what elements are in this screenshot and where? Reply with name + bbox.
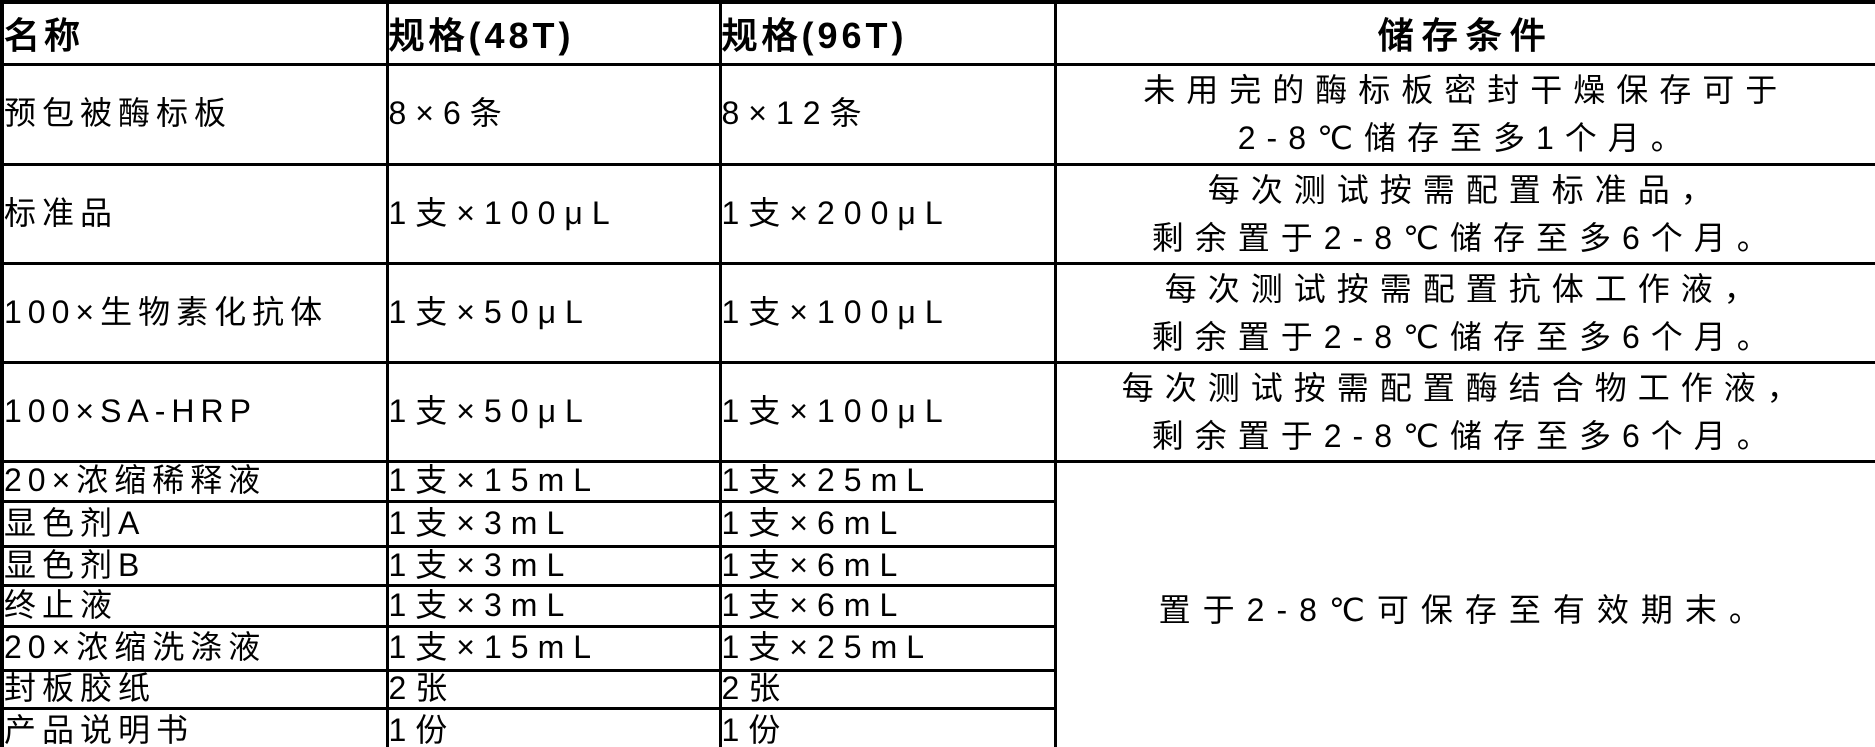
cell-spec-48t: 1份 bbox=[385, 706, 722, 747]
cell-spec-96t: 8×12条 bbox=[718, 62, 1057, 166]
table-row: 显色剂B 1支×3mL 1支×6mL bbox=[0, 544, 1875, 587]
cell-storage-conditions: 每次测试按需配置抗体工作液， 剩余置于2-8℃储存至多6个月。 bbox=[1053, 261, 1875, 364]
cell-spec-96t: 1支×100μL bbox=[718, 360, 1057, 463]
table-row: 终止液 1支×3mL 1支×6mL bbox=[0, 583, 1875, 628]
cell-spec-48t: 1支×15mL bbox=[385, 624, 722, 672]
cell-spec-96t: 2张 bbox=[718, 668, 1057, 710]
cell-component-name: 20×浓缩稀释液 bbox=[0, 459, 389, 503]
storage-line: 剩余置于2-8℃储存至多6个月。 bbox=[1151, 417, 1780, 454]
cell-component-name: 封板胶纸 bbox=[0, 668, 389, 710]
cell-spec-48t: 1支×100μL bbox=[385, 162, 722, 265]
cell-component-name: 显色剂B bbox=[0, 544, 389, 587]
cell-spec-96t: 1支×100μL bbox=[718, 261, 1057, 364]
table-row: 显色剂A 1支×3mL 1支×6mL bbox=[0, 499, 1875, 548]
header-storage-conditions: 储存条件 bbox=[1053, 0, 1875, 66]
cell-spec-48t: 1支×3mL bbox=[385, 544, 722, 587]
cell-component-name: 终止液 bbox=[0, 583, 389, 628]
storage-line: 每次测试按需配置酶结合物工作液， bbox=[1121, 369, 1810, 406]
cell-spec-96t: 1支×25mL bbox=[718, 624, 1057, 672]
cell-spec-48t: 1支×50μL bbox=[385, 360, 722, 463]
table-row: 封板胶纸 2张 2张 bbox=[0, 668, 1875, 710]
cell-spec-48t: 8×6条 bbox=[385, 62, 722, 166]
cell-storage-conditions: 每次测试按需配置标准品， 剩余置于2-8℃储存至多6个月。 bbox=[1053, 162, 1875, 265]
storage-line: 每次测试按需配置标准品， bbox=[1207, 171, 1724, 208]
cell-spec-96t: 1支×6mL bbox=[718, 544, 1057, 587]
cell-component-name: 100×SA-HRP bbox=[0, 360, 389, 463]
cell-spec-96t: 1支×200μL bbox=[718, 162, 1057, 265]
cell-component-name: 100×生物素化抗体 bbox=[0, 261, 389, 364]
header-spec-96t: 规格(96T) bbox=[718, 0, 1057, 66]
table-row: 100×SA-HRP 1支×50μL 1支×100μL 每次测试按需配置酶结合物… bbox=[0, 360, 1875, 463]
cell-spec-48t: 1支×3mL bbox=[385, 583, 722, 628]
table-row: 标准品 1支×100μL 1支×200μL 每次测试按需配置标准品， 剩余置于2… bbox=[0, 162, 1875, 265]
table-row: 20×浓缩洗涤液 1支×15mL 1支×25mL bbox=[0, 624, 1875, 672]
cell-storage-conditions: 每次测试按需配置酶结合物工作液， 剩余置于2-8℃储存至多6个月。 bbox=[1053, 360, 1875, 463]
storage-line: 剩余置于2-8℃储存至多6个月。 bbox=[1151, 219, 1780, 256]
storage-line: 未用完的酶标板密封干燥保存可于 bbox=[1143, 72, 1789, 108]
table-row: 预包被酶标板 8×6条 8×12条 未用完的酶标板密封干燥保存可于 2-8℃储存… bbox=[0, 62, 1875, 166]
cell-storage-conditions-merged: 置于2-8℃可保存至有效期末。 bbox=[1053, 459, 1875, 747]
cell-component-name: 标准品 bbox=[0, 162, 389, 265]
table-row: 产品说明书 1份 1份 bbox=[0, 706, 1875, 747]
table-header-row: 名称 规格(48T) 规格(96T) 储存条件 bbox=[0, 0, 1875, 66]
cell-component-name: 20×浓缩洗涤液 bbox=[0, 624, 389, 672]
header-name: 名称 bbox=[0, 0, 389, 66]
cell-spec-96t: 1支×6mL bbox=[718, 499, 1057, 548]
storage-line: 剩余置于2-8℃储存至多6个月。 bbox=[1151, 318, 1780, 355]
cell-spec-48t: 1支×3mL bbox=[385, 499, 722, 548]
cell-spec-48t: 1支×50μL bbox=[385, 261, 722, 364]
storage-line: 2-8℃储存至多1个月。 bbox=[1237, 120, 1694, 156]
cell-component-name: 显色剂A bbox=[0, 499, 389, 548]
cell-component-name: 产品说明书 bbox=[0, 706, 389, 747]
cell-component-name: 预包被酶标板 bbox=[0, 62, 389, 166]
cell-spec-96t: 1支×25mL bbox=[718, 459, 1057, 503]
cell-spec-96t: 1支×6mL bbox=[718, 583, 1057, 628]
storage-line: 每次测试按需配置抗体工作液， bbox=[1164, 270, 1767, 307]
cell-spec-48t: 1支×15mL bbox=[385, 459, 722, 503]
header-spec-48t: 规格(48T) bbox=[385, 0, 722, 66]
cell-spec-96t: 1份 bbox=[718, 706, 1057, 747]
cell-storage-conditions: 未用完的酶标板密封干燥保存可于 2-8℃储存至多1个月。 bbox=[1053, 62, 1875, 166]
cell-spec-48t: 2张 bbox=[385, 668, 722, 710]
table-row: 20×浓缩稀释液 1支×15mL 1支×25mL 置于2-8℃可保存至有效期末。 bbox=[0, 459, 1875, 747]
table-row: 100×生物素化抗体 1支×50μL 1支×100μL 每次测试按需配置抗体工作… bbox=[0, 261, 1875, 364]
